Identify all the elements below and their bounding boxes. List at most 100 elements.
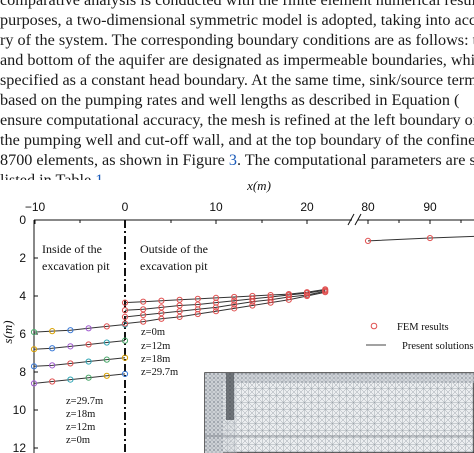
inside-series-line [33, 373, 126, 384]
outside-series-point [231, 293, 238, 301]
outside-series-point [121, 307, 129, 314]
outside-series-point [285, 296, 292, 303]
outside-series-point [267, 296, 274, 303]
inside-z-label: z=18m [66, 409, 95, 420]
paper-line-6: based on the pumping rates and well leng… [0, 91, 460, 109]
far-series-point [364, 237, 372, 244]
outside-series-point [267, 299, 274, 306]
paper-line-9: 8700 elements, as shown in Figure 3. The… [0, 150, 474, 170]
outside-series-point [231, 301, 238, 308]
inside-series-point [103, 323, 110, 330]
inside-series-point [103, 339, 110, 346]
inside-series-point [67, 327, 74, 334]
inside-series-point [103, 356, 110, 363]
outside-series-point [140, 318, 147, 325]
paper-line-4: and bottom of the aquifer are designated… [0, 51, 474, 69]
paper-line-3: ry of the system. The corresponding boun… [0, 31, 474, 49]
outside-series-point [140, 306, 147, 313]
inside-series-point [121, 370, 129, 377]
y-tick-label: 2 [19, 251, 26, 265]
inside-series-line [33, 324, 126, 333]
inside-label-line-2: excavation pit [42, 259, 110, 273]
paper-line-1: comparative analysis is conducted with t… [0, 0, 474, 9]
y-tick-label: 10 [13, 403, 27, 417]
paper-line-10: listed in Table 1. [0, 170, 107, 180]
outside-series-point [176, 296, 183, 303]
x-axis-title: x(m) [246, 178, 271, 193]
inside-series-point [30, 363, 38, 370]
inside-series-point [49, 345, 56, 352]
inside-series-point [103, 372, 110, 379]
outside-series-point [158, 304, 165, 311]
y-tick-label: 8 [19, 365, 26, 379]
inside-series-point [30, 346, 38, 353]
figure-link[interactable]: 3 [228, 151, 237, 169]
outside-series-point [249, 302, 256, 309]
legend-fem-marker [370, 322, 378, 330]
y-tick-label: 6 [19, 327, 26, 341]
axis-break-mark [347, 213, 355, 226]
far-series-line [367, 235, 474, 242]
far-series-point [426, 234, 434, 242]
x-tick-label: −10 [25, 200, 46, 214]
inside-z-label: z=12m [66, 422, 95, 433]
outside-series-point [121, 320, 129, 327]
outside-series-point [231, 297, 238, 304]
inside-series-point [67, 343, 74, 350]
outside-series-point [322, 289, 329, 296]
y-tick-label: 0 [19, 213, 26, 227]
paper-line-10-text: listed in Table [0, 171, 96, 180]
outside-series-point [121, 299, 129, 306]
x-tick-label: 10 [209, 200, 223, 214]
x-ticks [34, 220, 462, 224]
x-tick-label: 20 [300, 200, 314, 214]
outside-series-point [212, 304, 220, 311]
outside-label-line-2: excavation pit [140, 259, 208, 273]
paper-line-2: purposes, a two-dimensional symmetric mo… [0, 11, 474, 29]
outside-series-point [121, 313, 129, 320]
fem-mesh-inset [204, 372, 474, 453]
x-tick-label: 80 [361, 200, 375, 214]
outside-series-point [212, 308, 220, 315]
inside-series-point [49, 362, 56, 369]
y-tick-label: 12 [13, 441, 27, 453]
paper-line-10-tail: . [103, 171, 108, 180]
outside-series-point [176, 313, 183, 320]
x-tick-label: 90 [423, 200, 437, 214]
inside-series-line [33, 340, 126, 350]
inside-series-point [121, 354, 129, 361]
outside-series-point [303, 292, 311, 300]
outside-z-label: z=29.7m [141, 367, 178, 378]
table-link[interactable]: 1 [95, 171, 104, 180]
paper-text: comparative analysis is conducted with t… [0, 0, 474, 180]
inside-series-point [85, 358, 92, 365]
outside-series-point [231, 305, 238, 312]
legend: FEM results Present solutions [366, 322, 473, 352]
outside-series-point [285, 293, 292, 301]
outside-z-label: z=0m [141, 327, 165, 338]
fem-points [30, 234, 434, 387]
inside-series-point [85, 341, 92, 348]
outside-z-label: z=12m [141, 341, 170, 352]
outside-z-label: z=18m [141, 354, 170, 365]
outside-label-line-1: Outside of the [140, 242, 208, 256]
inside-series-point [67, 360, 74, 367]
inside-z-label: z=29.7m [66, 396, 103, 407]
paper-line-9-tail: . The computational parameters are su [236, 151, 474, 169]
paper-line-8: the pumping well and cut-off wall, and a… [0, 131, 474, 149]
inside-series-point [30, 329, 38, 336]
outside-series-point [249, 298, 256, 305]
inside-series-point [30, 380, 38, 387]
y-ticks [34, 219, 38, 449]
outside-series-point [176, 302, 183, 309]
paper-line-9-text: 8700 elements, as shown in Figure [0, 151, 229, 169]
legend-fem-label: FEM results [397, 322, 449, 333]
outside-series-point [140, 311, 147, 319]
inside-series-point [85, 374, 92, 381]
paper-line-7: ensure computational accuracy, the mesh … [0, 111, 474, 129]
inside-series-point [121, 337, 129, 344]
inside-series-point [67, 376, 74, 383]
outside-series-point [158, 297, 165, 304]
outside-series-point [158, 315, 165, 322]
